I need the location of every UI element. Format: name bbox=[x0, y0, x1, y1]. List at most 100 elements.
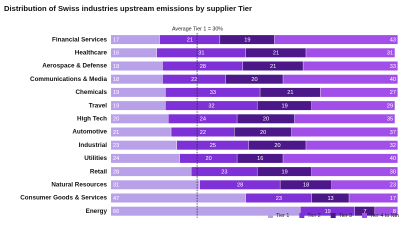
value-label: 28 bbox=[200, 64, 206, 70]
value-label: 19 bbox=[244, 37, 250, 43]
category-label: Retail bbox=[90, 168, 107, 175]
bar-segment bbox=[306, 140, 398, 150]
bar-segment bbox=[311, 193, 349, 203]
bar-segment bbox=[320, 87, 398, 97]
value-label: 37 bbox=[390, 130, 396, 136]
value-label: 29 bbox=[387, 103, 393, 109]
value-label: 19 bbox=[282, 103, 288, 109]
legend-swatch bbox=[268, 213, 273, 218]
legend-label: Tier 3 bbox=[339, 213, 352, 219]
bar-segment bbox=[162, 61, 243, 71]
value-label: 17 bbox=[113, 37, 119, 43]
legend-label: Tier 1 bbox=[276, 213, 289, 219]
bar-segment bbox=[234, 127, 292, 137]
bar-segment bbox=[245, 193, 312, 203]
category-label: Utilities bbox=[84, 155, 107, 162]
value-label: 8 bbox=[393, 209, 396, 215]
bar-segment bbox=[199, 180, 280, 190]
value-label: 13 bbox=[327, 196, 333, 202]
bar-segment bbox=[111, 180, 200, 190]
value-label: 20 bbox=[263, 117, 269, 123]
bar-segment bbox=[111, 140, 177, 150]
bar-segment bbox=[243, 61, 303, 71]
value-label: 19 bbox=[282, 169, 288, 175]
bar-segment bbox=[257, 167, 312, 177]
category-label: Travel bbox=[89, 102, 107, 109]
bar-segment bbox=[111, 87, 166, 97]
value-label: 40 bbox=[390, 77, 396, 83]
value-label: 19 bbox=[113, 103, 119, 109]
bar-segment bbox=[171, 127, 235, 137]
value-label: 18 bbox=[303, 183, 309, 189]
bar-segment bbox=[306, 48, 395, 58]
category-label: High Tech bbox=[77, 115, 107, 122]
value-label: 47 bbox=[113, 196, 119, 202]
legend-swatch bbox=[362, 213, 368, 218]
value-label: 20 bbox=[205, 156, 211, 162]
bar-segment bbox=[274, 35, 398, 45]
legend-label: Tier 4 to Nth bbox=[370, 213, 399, 219]
bar-segment bbox=[111, 206, 301, 216]
value-label: 43 bbox=[390, 37, 396, 43]
value-label: 33 bbox=[390, 64, 396, 70]
value-label: 21 bbox=[270, 64, 276, 70]
bar-segment bbox=[237, 114, 295, 124]
bar-segment bbox=[111, 101, 166, 111]
value-label: 32 bbox=[390, 143, 396, 149]
bar-segment bbox=[111, 48, 157, 58]
bar-segment bbox=[159, 35, 220, 45]
bar-segment bbox=[165, 87, 260, 97]
bar-segment bbox=[156, 48, 246, 58]
value-label: 19 bbox=[113, 90, 119, 96]
bar-segment bbox=[191, 167, 257, 177]
value-label: 21 bbox=[273, 51, 279, 57]
bar-segment bbox=[111, 193, 246, 203]
value-label: 35 bbox=[387, 117, 393, 123]
category-label: Financial Services bbox=[52, 36, 107, 43]
bar-segment bbox=[111, 114, 168, 124]
bar-segment bbox=[349, 193, 398, 203]
value-label: 21 bbox=[113, 130, 119, 136]
category-label: Chemicals bbox=[76, 89, 108, 96]
value-label: 66 bbox=[113, 209, 119, 215]
value-label: 7 bbox=[363, 209, 366, 215]
value-label: 23 bbox=[276, 196, 282, 202]
value-label: 25 bbox=[210, 143, 216, 149]
category-label: Industrial bbox=[79, 142, 108, 149]
category-label: Natural Resources bbox=[51, 181, 107, 188]
bar-segment bbox=[280, 180, 332, 190]
bar-segment bbox=[237, 153, 283, 163]
bar-segment bbox=[248, 140, 306, 150]
category-label: Energy bbox=[86, 208, 108, 215]
value-label: 23 bbox=[390, 183, 396, 189]
value-label: 20 bbox=[260, 130, 266, 136]
annotation: Average Tier 1 = 30% bbox=[172, 26, 223, 32]
bar-segment bbox=[291, 127, 398, 137]
value-label: 17 bbox=[390, 196, 396, 202]
value-label: 20 bbox=[113, 117, 119, 123]
value-label: 16 bbox=[257, 156, 263, 162]
bar-segment bbox=[300, 206, 355, 216]
bar-segment bbox=[245, 48, 306, 58]
value-label: 21 bbox=[187, 37, 193, 43]
chart: Distribution of Swiss industries upstrea… bbox=[4, 4, 399, 219]
bar-segment bbox=[294, 114, 395, 124]
bar-segment bbox=[168, 114, 237, 124]
value-label: 21 bbox=[287, 90, 293, 96]
bar-segment bbox=[220, 35, 275, 45]
bar-segment bbox=[111, 127, 171, 137]
value-label: 31 bbox=[113, 183, 119, 189]
category-label: Automotive bbox=[72, 129, 107, 136]
bar-segment bbox=[111, 74, 163, 84]
value-label: 22 bbox=[200, 130, 206, 136]
bar-segment bbox=[179, 153, 237, 163]
bar-segment bbox=[162, 74, 226, 84]
value-label: 31 bbox=[198, 51, 204, 57]
category-label: Healthcare bbox=[75, 49, 108, 56]
chart-title: Distribution of Swiss industries upstrea… bbox=[4, 4, 252, 13]
bar-segment bbox=[257, 101, 312, 111]
value-label: 18 bbox=[113, 64, 119, 70]
value-label: 18 bbox=[113, 77, 119, 83]
category-label: Consumer Goods & Services bbox=[20, 195, 107, 202]
value-label: 20 bbox=[274, 143, 280, 149]
